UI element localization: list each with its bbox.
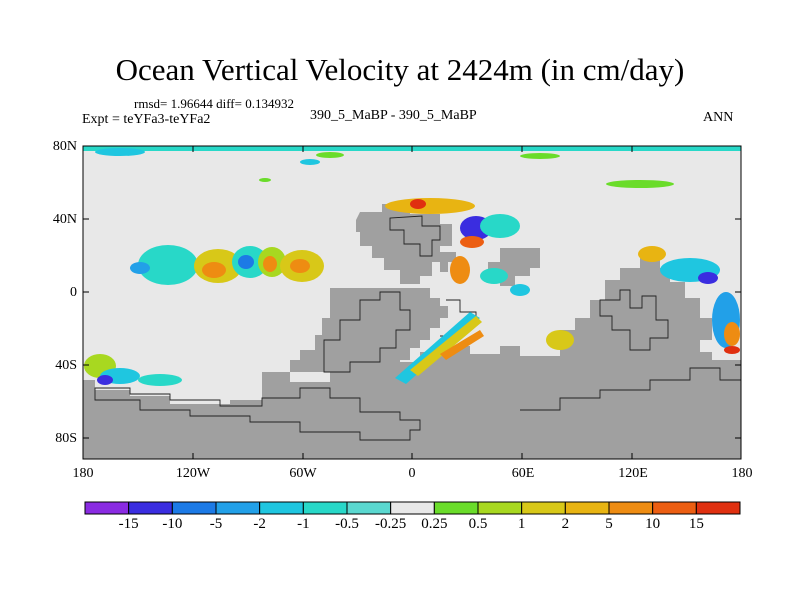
- colorbar-label: 15: [688, 516, 704, 532]
- colorbar-swatch: [346, 501, 392, 515]
- case-subtitle: 390_5_MaBP - 390_5_MaBP: [310, 108, 477, 123]
- experiment-label: Expt = teYFa3-teYFa2: [82, 112, 211, 127]
- lat-label-0: 0: [70, 285, 77, 300]
- colorbar-swatch: [477, 501, 523, 515]
- colorbar-swatch: [171, 501, 217, 515]
- lon-label-180e: 180: [731, 466, 753, 481]
- colorbar-label: -10: [162, 516, 183, 532]
- landmass-east-asia: [560, 258, 712, 360]
- colorbar-swatch: [259, 501, 304, 515]
- colorbar-label: 10: [645, 516, 661, 532]
- rmsd-diff-stats: rmsd= 1.96644 diff= 0.134932: [134, 96, 294, 111]
- colorbar-label: 0.25: [421, 516, 448, 532]
- landmass-island-north: [440, 252, 456, 272]
- colorbar-label: 5: [605, 516, 613, 532]
- landmass-africa-america: [290, 288, 448, 382]
- colorbar-label: -15: [118, 516, 139, 532]
- colorbar-swatch: [608, 501, 654, 515]
- colorbar-swatch: [652, 501, 697, 515]
- colorbar-swatch: [302, 501, 348, 515]
- landmass-southern: [83, 346, 741, 459]
- colorbar-swatch: [695, 501, 741, 515]
- lon-label-0: 0: [408, 466, 416, 481]
- lat-label-40s: 40S: [55, 358, 77, 373]
- colorbar-swatch: [521, 501, 566, 515]
- colorbar-label: 2: [561, 516, 570, 532]
- colorbar-swatch: [215, 501, 261, 515]
- colorbar: [84, 501, 741, 515]
- lon-label-180w: 180: [72, 466, 94, 481]
- colorbar-label: 1: [517, 516, 526, 532]
- land-masses: [83, 204, 741, 459]
- map-title: Ocean Vertical Velocity at 2424m (in cm/…: [115, 52, 685, 87]
- velocity-patches: [83, 146, 741, 386]
- lon-label-60w: 60W: [289, 466, 317, 481]
- lon-label-120e: 120E: [618, 466, 648, 481]
- lon-label-120w: 120W: [175, 466, 211, 481]
- colorbar-swatch: [84, 501, 130, 515]
- colorbar-label: -0.25: [375, 516, 407, 532]
- colorbar-swatch: [128, 501, 173, 515]
- colorbar-label: -1: [297, 516, 310, 532]
- colorbar-swatch: [433, 501, 479, 515]
- lat-label-40n: 40N: [52, 212, 77, 227]
- lat-label-80n: 80N: [52, 139, 77, 154]
- colorbar-swatch: [390, 501, 435, 515]
- lat-label-80s: 80S: [55, 431, 77, 446]
- colorbar-label: -2: [253, 516, 266, 532]
- colorbar-label: 0.5: [468, 516, 488, 532]
- coastlines: [94, 215, 741, 441]
- colorbar-swatch: [564, 501, 610, 515]
- season-label: ANN: [703, 110, 734, 125]
- colorbar-label: -5: [209, 516, 223, 532]
- axis-ticks: [83, 145, 741, 459]
- lon-label-60e: 60E: [511, 466, 535, 481]
- colorbar-label: -0.5: [335, 516, 359, 532]
